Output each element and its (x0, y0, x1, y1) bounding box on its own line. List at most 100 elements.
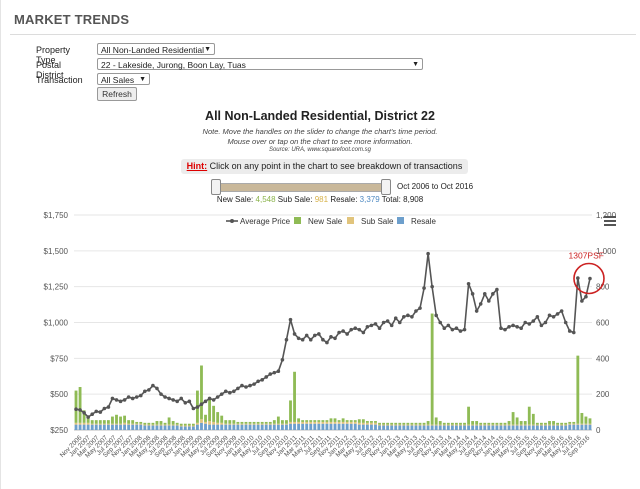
sub-sale-bar[interactable] (398, 424, 402, 426)
resale-bar[interactable] (572, 424, 576, 430)
resale-bar[interactable] (329, 423, 333, 430)
resale-bar[interactable] (410, 425, 414, 430)
resale-bar[interactable] (216, 424, 220, 430)
price-point[interactable] (163, 395, 167, 399)
resale-bar[interactable] (523, 425, 527, 430)
new-sale-bar[interactable] (252, 421, 256, 424)
sub-sale-bar[interactable] (196, 422, 199, 425)
resale-bar[interactable] (191, 426, 195, 430)
new-sale-bar[interactable] (357, 419, 361, 423)
price-point[interactable] (171, 398, 175, 402)
price-point[interactable] (438, 320, 443, 325)
resale-bar[interactable] (548, 425, 551, 430)
resale-bar[interactable] (584, 424, 588, 430)
new-sale-bar[interactable] (499, 422, 503, 425)
price-point[interactable] (341, 329, 345, 333)
new-sale-bar[interactable] (200, 365, 203, 420)
new-sale-bar[interactable] (280, 420, 284, 424)
sub-sale-bar[interactable] (155, 424, 159, 426)
sub-sale-bar[interactable] (418, 424, 422, 426)
sub-sale-bar[interactable] (191, 425, 195, 427)
price-point[interactable] (527, 322, 532, 326)
price-point[interactable] (466, 282, 471, 286)
resale-bar[interactable] (106, 424, 110, 430)
resale-bar[interactable] (499, 425, 503, 430)
sub-sale-bar[interactable] (374, 422, 377, 425)
resale-bar[interactable] (119, 424, 122, 430)
sub-sale-bar[interactable] (317, 421, 321, 424)
price-point[interactable] (211, 398, 216, 402)
sub-sale-bar[interactable] (216, 422, 220, 425)
new-sale-bar[interactable] (422, 422, 426, 425)
new-sale-bar[interactable] (430, 313, 434, 425)
sub-sale-bar[interactable] (544, 424, 547, 426)
new-sale-bar[interactable] (309, 420, 313, 422)
sub-sale-bar[interactable] (171, 424, 175, 426)
price-point[interactable] (559, 309, 564, 313)
price-point[interactable] (86, 415, 90, 419)
price-point[interactable] (580, 299, 584, 303)
sub-sale-bar[interactable] (556, 424, 560, 426)
resale-bar[interactable] (143, 425, 147, 430)
resale-bar[interactable] (321, 423, 325, 430)
sub-sale-bar[interactable] (402, 424, 406, 426)
resale-bar[interactable] (264, 424, 268, 430)
sub-sale-bar[interactable] (82, 422, 86, 425)
new-sale-bar[interactable] (584, 416, 588, 424)
new-sale-bar[interactable] (463, 422, 466, 425)
price-point[interactable] (430, 284, 434, 289)
resale-bar[interactable] (98, 424, 102, 430)
price-point[interactable] (244, 385, 248, 389)
price-point[interactable] (333, 336, 337, 341)
price-point[interactable] (276, 369, 281, 374)
sub-sale-bar[interactable] (187, 425, 191, 427)
resale-bar[interactable] (463, 425, 466, 430)
new-sale-bar[interactable] (159, 421, 163, 425)
new-sale-bar[interactable] (102, 420, 106, 424)
new-sale-bar[interactable] (228, 420, 232, 424)
resale-bar[interactable] (491, 425, 495, 430)
price-point[interactable] (414, 309, 418, 313)
resale-bar[interactable] (244, 424, 248, 430)
resale-bar[interactable] (479, 425, 483, 430)
resale-bar[interactable] (539, 425, 543, 430)
new-sale-bar[interactable] (171, 421, 175, 425)
sub-sale-bar[interactable] (86, 422, 90, 425)
sub-sale-bar[interactable] (183, 425, 187, 427)
new-sale-bar[interactable] (191, 423, 195, 426)
price-point[interactable] (167, 396, 171, 401)
price-point[interactable] (78, 408, 82, 412)
sub-sale-bar[interactable] (499, 424, 503, 426)
resale-bar[interactable] (167, 425, 171, 430)
sub-sale-bar[interactable] (220, 422, 224, 425)
resale-bar[interactable] (204, 423, 207, 430)
new-sale-bar[interactable] (580, 412, 584, 424)
price-point[interactable] (223, 389, 228, 394)
sub-sale-bar[interactable] (365, 422, 369, 425)
new-sale-bar[interactable] (503, 422, 507, 425)
price-point[interactable] (292, 332, 297, 336)
price-point[interactable] (402, 314, 406, 319)
new-sale-bar[interactable] (572, 421, 576, 424)
new-sale-bar[interactable] (382, 422, 386, 425)
sub-sale-bar[interactable] (204, 421, 207, 424)
new-sale-bar[interactable] (216, 412, 220, 423)
resale-bar[interactable] (220, 424, 224, 430)
new-sale-bar[interactable] (446, 422, 450, 425)
price-point[interactable] (462, 327, 467, 332)
new-sale-bar[interactable] (236, 421, 240, 424)
resale-bar[interactable] (535, 425, 539, 430)
new-sale-bar[interactable] (378, 422, 381, 425)
sub-sale-bar[interactable] (289, 421, 292, 424)
sub-sale-bar[interactable] (535, 424, 539, 426)
market-trend-chart[interactable]: $250 $500 $750 $1,000 $1,250 $1,500 $1,750 0 200… (0, 205, 640, 489)
resale-bar[interactable] (406, 425, 410, 430)
legend-label[interactable]: Resale (411, 217, 436, 226)
sub-sale-bar[interactable] (175, 424, 179, 426)
sub-sale-bar[interactable] (361, 422, 365, 425)
new-sale-bar[interactable] (511, 412, 515, 425)
sub-sale-bar[interactable] (123, 422, 127, 425)
resale-bar[interactable] (297, 423, 301, 430)
price-point[interactable] (523, 320, 528, 325)
price-point[interactable] (345, 332, 349, 336)
